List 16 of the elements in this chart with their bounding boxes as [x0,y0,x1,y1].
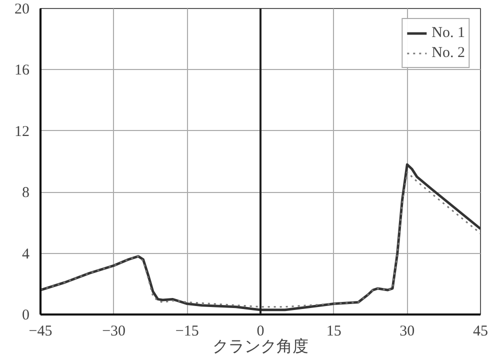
legend-label: No. 2 [432,44,465,62]
y-tick-label: 12 [14,124,30,140]
x-tick-label: 15 [326,324,342,340]
y-tick-label: 8 [22,185,30,202]
x-axis-title: クランク角度 [212,338,308,356]
x-tick-label: 30 [400,324,415,340]
y-tick-label: 0 [22,308,30,324]
y-tick-label: 20 [14,2,30,18]
x-tick-label: 0 [256,324,264,340]
x-tick-label: −30 [102,324,126,340]
legend-label: No. 1 [432,24,465,42]
x-tick-label: 45 [473,324,488,340]
x-tick-label: −15 [175,324,199,340]
x-tick-label: −45 [28,324,52,340]
y-tick-label: 16 [14,62,30,79]
y-tick-label: 4 [22,246,30,262]
